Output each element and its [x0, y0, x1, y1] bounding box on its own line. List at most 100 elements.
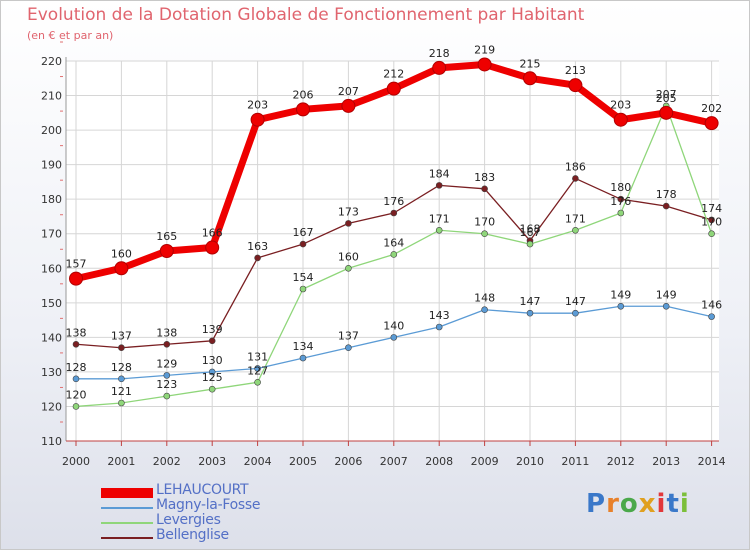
- legend-swatch: [101, 537, 153, 539]
- data-label: 125: [202, 371, 223, 384]
- data-label: 143: [429, 309, 450, 322]
- y-tick-label: 150: [41, 297, 62, 310]
- data-point: [617, 302, 625, 310]
- data-label: 134: [293, 340, 314, 353]
- data-label: 206: [293, 88, 314, 101]
- y-tick-label: 200: [41, 124, 62, 137]
- data-point: [69, 271, 83, 286]
- data-label: 149: [610, 288, 631, 301]
- data-label: 149: [656, 288, 677, 301]
- data-label: 128: [111, 361, 132, 374]
- data-label: 207: [338, 85, 359, 98]
- data-point: [345, 220, 352, 227]
- y-tick-label: 110: [41, 435, 62, 448]
- data-point: [481, 185, 488, 193]
- x-tick-label: 2000: [62, 455, 90, 468]
- logo-letter: r: [606, 489, 620, 519]
- data-label: 186: [565, 160, 586, 173]
- data-label: 147: [565, 295, 586, 308]
- data-point: [163, 392, 171, 400]
- data-point: [572, 226, 579, 234]
- data-point: [163, 372, 171, 379]
- data-label: 154: [293, 271, 314, 284]
- data-label: 128: [66, 361, 87, 374]
- data-point: [708, 230, 715, 238]
- data-label: 218: [429, 47, 450, 60]
- y-tick-label: 120: [41, 400, 62, 413]
- series-lehaucourt: [69, 57, 719, 286]
- y-tick-label: 170: [41, 228, 62, 241]
- data-label: 219: [474, 43, 495, 56]
- data-label: 171: [429, 212, 450, 225]
- data-label: 167: [520, 226, 541, 239]
- data-label: 170: [474, 216, 495, 229]
- data-point: [390, 251, 398, 258]
- data-label: 167: [293, 226, 314, 239]
- data-label: 170: [701, 216, 722, 229]
- data-point: [254, 365, 261, 372]
- data-point: [572, 175, 579, 182]
- legend-swatch: [101, 522, 153, 524]
- data-label: 178: [656, 188, 677, 201]
- data-label: 180: [610, 181, 631, 194]
- data-label: 203: [610, 99, 631, 112]
- data-label: 213: [565, 64, 586, 77]
- data-point: [572, 309, 579, 317]
- data-label: 160: [111, 247, 132, 260]
- y-tick-label: 160: [41, 262, 62, 275]
- legend-label: Magny-la-Fosse: [156, 497, 261, 513]
- proxiti-logo: Proxiti: [586, 489, 690, 519]
- x-tick-label: 2010: [516, 455, 544, 468]
- x-tick-label: 2011: [561, 455, 589, 468]
- data-label: 212: [383, 68, 404, 81]
- x-tick-label: 2004: [244, 455, 272, 468]
- data-label: 174: [701, 202, 722, 215]
- data-point: [617, 209, 625, 217]
- data-point: [481, 230, 488, 238]
- data-point: [613, 112, 628, 127]
- chart-subtitle: (en € et par an): [27, 29, 114, 42]
- data-label: 165: [156, 230, 177, 243]
- data-label: 138: [156, 326, 177, 339]
- data-label: 164: [383, 236, 404, 249]
- legend-label: Bellenglise: [156, 527, 229, 543]
- data-point: [208, 385, 216, 393]
- data-point: [704, 116, 719, 131]
- data-point: [435, 182, 443, 189]
- data-label: 140: [383, 319, 404, 332]
- data-point: [163, 340, 171, 348]
- data-point: [250, 112, 265, 127]
- x-tick-label: 2002: [153, 455, 181, 468]
- data-point: [708, 313, 715, 320]
- data-label: 166: [202, 227, 223, 240]
- y-tick-label: 210: [41, 90, 62, 103]
- data-label: 137: [111, 330, 132, 343]
- data-label: 160: [338, 250, 359, 263]
- x-tick-label: 2001: [107, 455, 135, 468]
- data-point: [523, 71, 537, 86]
- y-tick-label: 140: [41, 331, 62, 344]
- data-label: 129: [156, 357, 177, 370]
- data-point: [72, 403, 80, 410]
- series-layer: [69, 57, 719, 410]
- data-point: [299, 240, 307, 248]
- data-point: [345, 344, 352, 352]
- data-point: [299, 285, 307, 293]
- data-label: 173: [338, 205, 359, 218]
- x-tick-label: 2006: [334, 455, 362, 468]
- data-label: 203: [247, 99, 268, 112]
- data-point: [390, 209, 398, 217]
- legend-swatch: [101, 488, 153, 498]
- data-label: 138: [66, 326, 87, 339]
- data-label: 146: [701, 299, 722, 312]
- axes: 110 120 130 140 150 160 170 180 190 200 210 220 2000…: [41, 41, 726, 468]
- data-label: 207: [656, 88, 677, 101]
- data-point: [345, 264, 352, 272]
- data-point: [662, 202, 670, 210]
- y-tick-label: 180: [41, 193, 62, 206]
- data-label: 121: [111, 385, 132, 398]
- data-label: 137: [338, 330, 359, 343]
- data-point: [435, 226, 443, 234]
- data-label: 130: [202, 354, 223, 367]
- x-tick-label: 2008: [425, 455, 453, 468]
